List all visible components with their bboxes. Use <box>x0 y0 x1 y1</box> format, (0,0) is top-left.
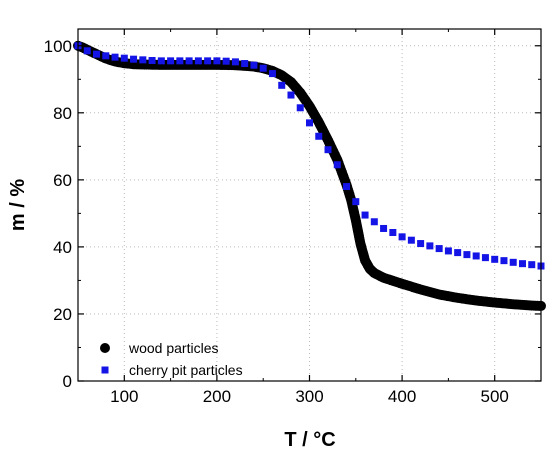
x-tick-label: 100 <box>110 387 138 406</box>
cherry-pit-particles-point <box>167 57 175 65</box>
cherry-pit-particles-point <box>222 57 230 65</box>
cherry-pit-particles-point <box>315 132 323 140</box>
cherry-pit-particles-point <box>518 260 526 268</box>
cherry-pit-particles-point <box>417 240 425 248</box>
legend-marker-wood-particles <box>100 343 110 353</box>
x-tick-label: 200 <box>203 387 231 406</box>
x-tick-label: 500 <box>481 387 509 406</box>
x-tick-label: 400 <box>388 387 416 406</box>
cherry-pit-particles-point <box>389 228 397 236</box>
cherry-pit-particles-point <box>463 251 471 259</box>
y-tick-label: 0 <box>63 372 72 391</box>
cherry-pit-particles-point <box>185 57 193 65</box>
y-axis-label: m / % <box>7 179 29 231</box>
axis-ticks: 100 200 300 400 500 0 20 40 60 80 100 <box>44 29 542 406</box>
cherry-pit-particles-point <box>352 198 360 206</box>
cherry-pit-particles-point <box>130 55 138 63</box>
x-tick-label: 300 <box>295 387 323 406</box>
cherry-pit-particles-point <box>157 57 165 65</box>
legend-marker-cherry-pit-particles <box>101 366 109 374</box>
cherry-pit-particles-point <box>481 254 489 262</box>
cherry-pit-particles-point <box>491 255 499 263</box>
cherry-pit-particles-point <box>398 233 406 241</box>
cherry-pit-particles-point <box>380 224 388 232</box>
cherry-pit-particles-point <box>370 218 378 226</box>
cherry-pit-particles-point <box>472 252 480 260</box>
cherry-pit-particles-point <box>287 91 295 99</box>
cherry-pit-particles-point <box>435 245 443 253</box>
cherry-pit-particles-point <box>324 146 332 154</box>
cherry-pit-particles-point <box>407 236 415 244</box>
cherry-pit-particles-point <box>259 64 267 72</box>
cherry-pit-particles-point <box>509 258 517 266</box>
cherry-pit-particles-point <box>278 81 286 89</box>
y-tick-label: 80 <box>53 104 72 123</box>
cherry-pit-particles-point <box>500 257 508 265</box>
cherry-pit-particles-point <box>204 57 212 65</box>
legend-label: cherry pit particles <box>129 362 243 378</box>
cherry-pit-particles-point <box>213 57 221 65</box>
cherry-pit-particles-point <box>343 183 351 191</box>
cherry-pit-particles-point <box>361 211 369 219</box>
legend: wood particles cherry pit particles <box>100 340 243 378</box>
grid-lines <box>78 29 541 382</box>
cherry-pit-particles-point <box>241 60 249 68</box>
y-tick-label: 60 <box>53 171 72 190</box>
cherry-pit-particles-point <box>120 54 128 62</box>
y-tick-label: 20 <box>53 305 72 324</box>
data-series <box>73 40 546 311</box>
cherry-pit-particles-point <box>111 53 119 61</box>
cherry-pit-particles-point <box>139 56 147 64</box>
cherry-pit-particles-point <box>148 57 156 65</box>
x-axis-label: T / °C <box>284 429 335 451</box>
cherry-pit-particles-point <box>102 52 110 60</box>
cherry-pit-particles-point <box>176 57 184 65</box>
legend-label: wood particles <box>128 340 219 356</box>
cherry-pit-particles-point <box>454 249 462 257</box>
cherry-pit-particles-point <box>426 242 434 250</box>
cherry-pit-particles-point <box>250 61 258 69</box>
cherry-pit-particles-point <box>194 57 202 65</box>
y-tick-label: 100 <box>44 37 72 56</box>
cherry-pit-particles-point <box>296 104 304 112</box>
cherry-pit-particles-point <box>528 261 536 269</box>
y-tick-label: 40 <box>53 238 72 257</box>
cherry-pit-particles-point <box>268 70 276 78</box>
cherry-pit-particles-point <box>333 161 341 169</box>
cherry-pit-particles-point <box>83 47 91 55</box>
cherry-pit-particles-point <box>444 247 452 255</box>
cherry-pit-particles-point <box>306 119 313 127</box>
cherry-pit-particles-point <box>231 58 239 66</box>
cherry-pit-particles-point <box>93 50 101 58</box>
